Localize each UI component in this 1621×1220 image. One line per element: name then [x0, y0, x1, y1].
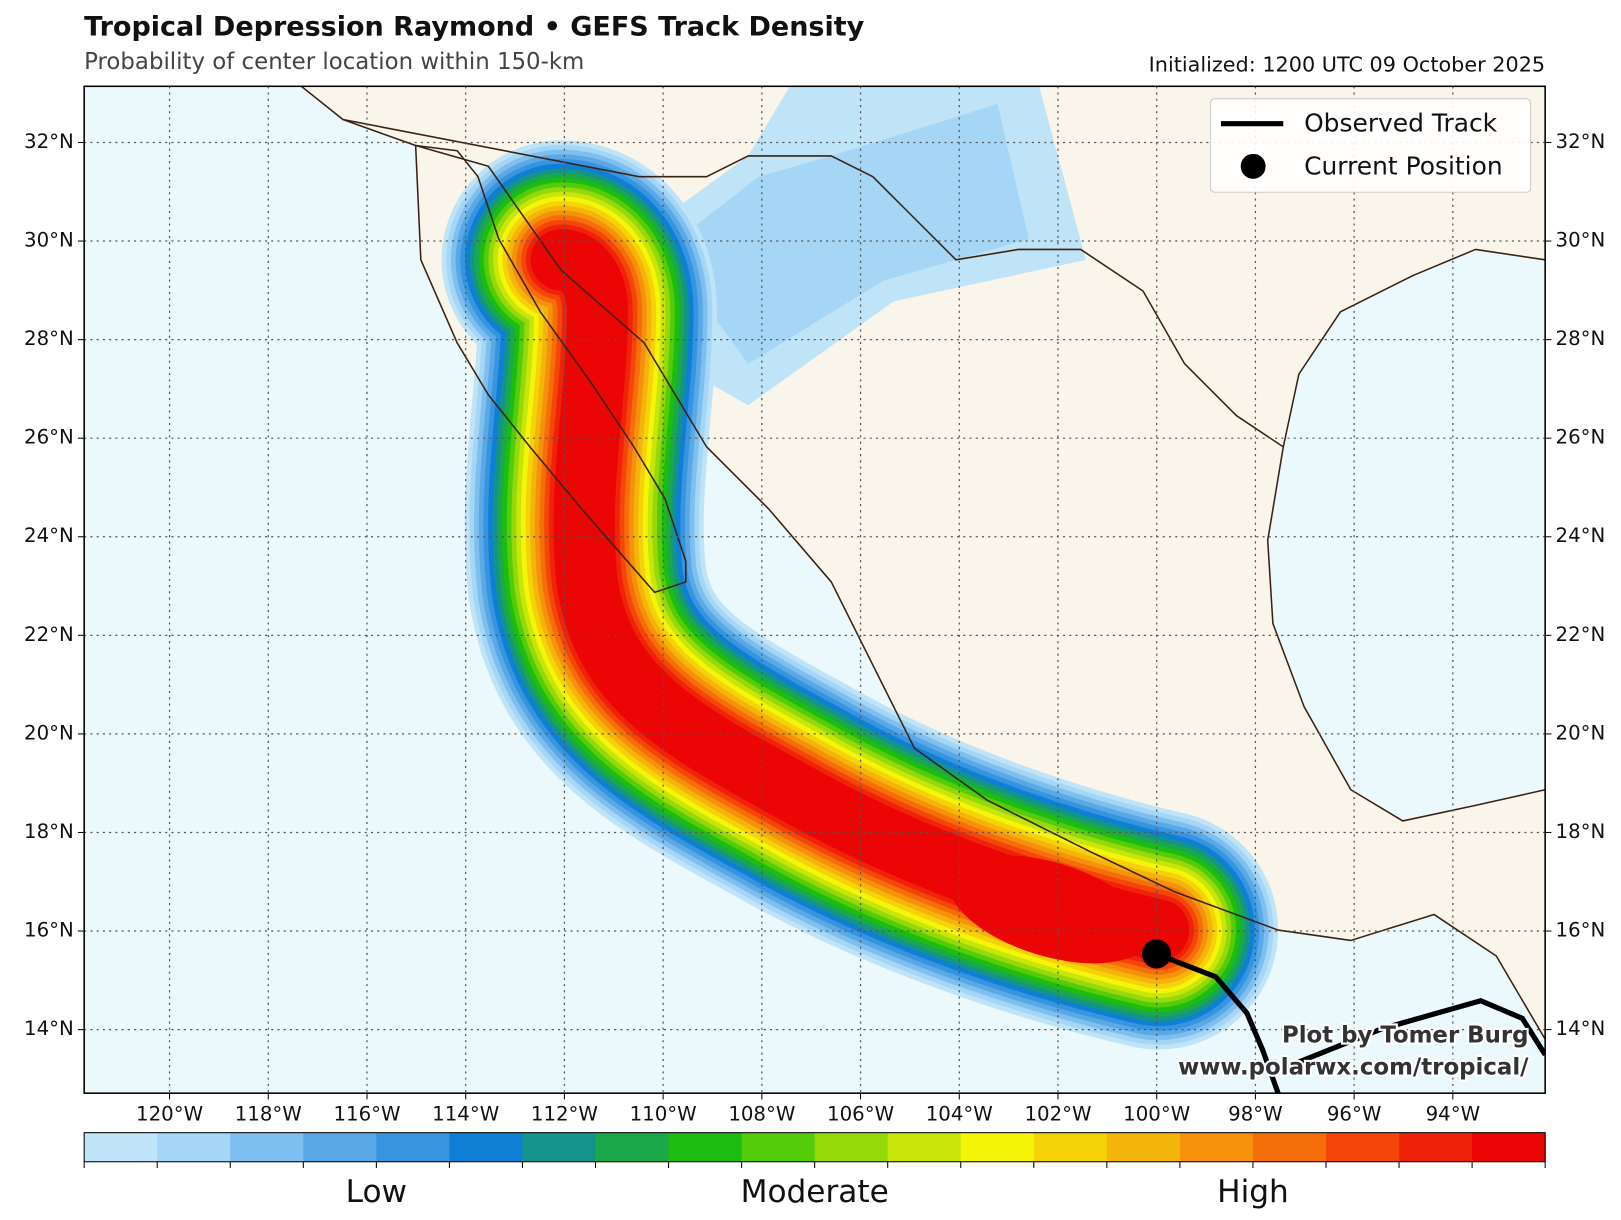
lon-tick-label: 110°W	[630, 1103, 697, 1126]
colorbar-label: High	[1217, 1174, 1289, 1210]
lon-tick-label: 96°W	[1327, 1103, 1382, 1126]
lon-tick-label: 106°W	[827, 1103, 894, 1126]
subtitle: Probability of center location within 15…	[84, 49, 584, 75]
lat-tick-label: 24°N	[1556, 524, 1606, 547]
lon-tick-label: 118°W	[235, 1103, 302, 1126]
border	[342, 118, 1284, 448]
track-density	[441, 86, 1279, 1050]
observed-track	[1155, 951, 1281, 1094]
colorbar-swatch	[741, 1132, 816, 1162]
lat-tick-label: 18°N	[24, 820, 74, 843]
observed-track	[1277, 997, 1546, 1073]
density-core	[949, 855, 1150, 964]
colorbar-label: Moderate	[741, 1174, 889, 1210]
colorbar-swatch	[668, 1132, 743, 1162]
colorbar-swatch	[449, 1132, 523, 1162]
coastline	[1266, 248, 1546, 822]
colorbar-swatch	[303, 1132, 377, 1162]
lat-tick-label: 16°N	[24, 919, 74, 942]
legend-label: Current Position	[1304, 151, 1503, 180]
colorbar-swatch	[376, 1132, 450, 1162]
lat-tick-label: 32°N	[1556, 130, 1606, 153]
colorbar-swatch	[1106, 1132, 1181, 1162]
colorbar-swatch	[1325, 1132, 1400, 1162]
credit: Plot by Tomer Burg	[1282, 1023, 1529, 1049]
colorbar-swatch	[814, 1132, 889, 1162]
lat-tick-label: 28°N	[24, 327, 74, 350]
legend: Observed Track Current Position	[1210, 98, 1532, 193]
colorbar-swatch	[84, 1132, 158, 1162]
colorbar-swatch	[522, 1132, 597, 1162]
credit: www.polarwx.com/tropical/	[1178, 1055, 1529, 1081]
colorbar-swatch	[960, 1132, 1035, 1162]
lon-tick-label: 108°W	[728, 1103, 795, 1126]
colorbar-swatch	[1472, 1132, 1546, 1162]
legend-box	[1210, 98, 1532, 193]
lat-tick-label: 24°N	[24, 524, 74, 547]
title: Tropical Depression Raymond • GEFS Track…	[84, 12, 865, 43]
lon-tick-label: 94°W	[1426, 1103, 1481, 1126]
lon-tick-label: 102°W	[1024, 1103, 1091, 1126]
legend-label: Observed Track	[1304, 109, 1498, 138]
init-time: Initialized: 1200 UTC 09 October 2025	[1149, 53, 1545, 77]
lat-tick-label: 30°N	[1556, 229, 1606, 252]
coastline	[414, 144, 687, 594]
colorbar-swatch	[1033, 1132, 1108, 1162]
density-fan	[665, 103, 1029, 364]
lat-tick-label: 28°N	[1556, 327, 1606, 350]
lon-tick-label: 120°W	[136, 1103, 203, 1126]
colorbar-swatch	[1179, 1132, 1254, 1162]
axes: 120°W 118°W 116°W 114°W 112°W 110°W 108°W 106°W…	[24, 130, 1605, 1126]
lat-tick-label: 32°N	[24, 130, 74, 153]
lon-tick-label: 116°W	[333, 1103, 400, 1126]
colorbar-label: Low	[346, 1174, 407, 1210]
colorbar-swatch	[1252, 1132, 1327, 1162]
lat-tick-label: 22°N	[1556, 623, 1606, 646]
mainland	[301, 86, 1546, 1040]
lat-tick-label: 16°N	[1556, 919, 1606, 942]
lat-tick-label: 20°N	[1556, 721, 1606, 744]
lon-tick-label: 100°W	[1123, 1103, 1190, 1126]
lat-tick-label: 26°N	[1556, 426, 1606, 449]
lat-tick-label: 26°N	[24, 426, 74, 449]
colorbar-swatch	[595, 1132, 670, 1162]
current-position	[1141, 939, 1172, 969]
colorbar-swatch	[1399, 1132, 1473, 1162]
lon-tick-label: 104°W	[926, 1103, 993, 1126]
lat-tick-label: 18°N	[1556, 820, 1606, 843]
lon-tick-label: 112°W	[531, 1103, 598, 1126]
lat-tick-label: 14°N	[24, 1017, 74, 1040]
lon-tick-label: 114°W	[432, 1103, 499, 1126]
map-area: Plot by Tomer Burg www.polarwx.com/tropi…	[84, 86, 1546, 1094]
map-frame	[83, 85, 1546, 1094]
legend-marker	[1240, 153, 1266, 179]
colorbar-swatch	[887, 1132, 962, 1162]
colorbar-swatch	[230, 1132, 304, 1162]
lat-tick-label: 14°N	[1556, 1017, 1606, 1040]
lat-tick-label: 22°N	[24, 623, 74, 646]
lon-tick-label: 98°W	[1228, 1103, 1283, 1126]
colorbar: Low Moderate High	[83, 1132, 1546, 1210]
grid	[84, 86, 1546, 1094]
colorbar-swatch	[157, 1132, 231, 1162]
lat-tick-label: 30°N	[24, 229, 74, 252]
lat-tick-label: 20°N	[24, 721, 74, 744]
coastline	[300, 86, 1546, 1040]
colorbar-frame	[83, 1132, 1546, 1163]
